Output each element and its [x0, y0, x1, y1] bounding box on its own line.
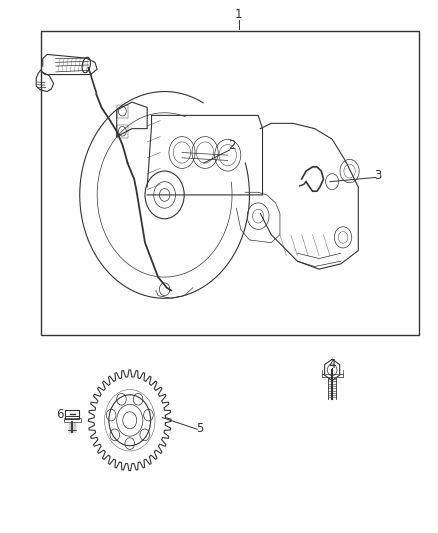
Bar	[117, 125, 127, 138]
Bar	[64, 418, 81, 422]
Text: 5: 5	[196, 422, 203, 435]
Text: 1: 1	[235, 8, 242, 21]
Text: 2: 2	[228, 139, 236, 152]
Text: 4: 4	[328, 358, 336, 371]
Bar	[65, 410, 79, 419]
Bar	[117, 105, 127, 117]
Text: 6: 6	[57, 408, 64, 422]
Bar	[41, 30, 419, 335]
Text: 3: 3	[374, 169, 381, 182]
